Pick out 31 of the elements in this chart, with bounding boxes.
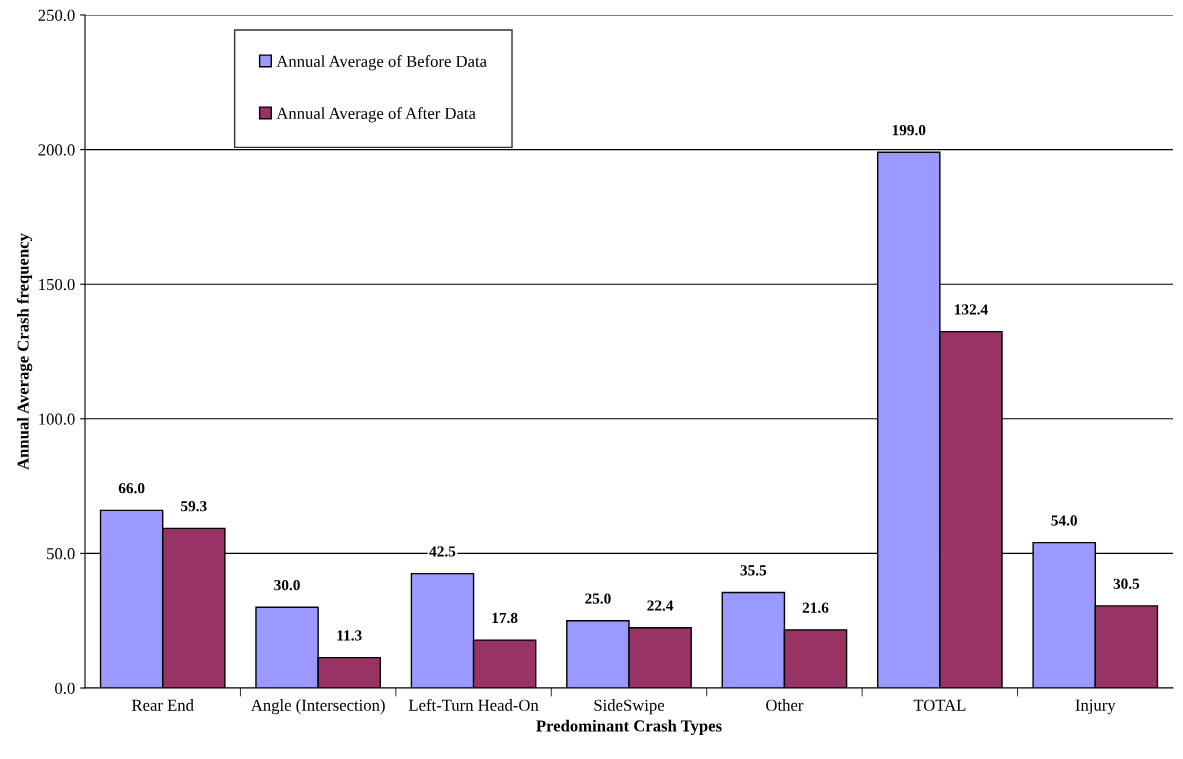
data-label: 25.0 — [585, 593, 611, 604]
data-label: 22.4 — [647, 600, 674, 611]
y-axis-title: Annual Average Crash frequency — [16, 233, 33, 470]
data-label: 30.5 — [1113, 578, 1140, 589]
data-label: 42.5 — [429, 546, 456, 557]
y-tick-label: 250.0 — [38, 9, 75, 22]
data-label: 199.0 — [892, 124, 926, 136]
legend-label: Annual Average of Before Data — [276, 55, 487, 71]
data-label: 35.5 — [740, 565, 767, 576]
legend-label: Annual Average of After Data — [276, 107, 476, 123]
x-tick-label: SideSwipe — [594, 699, 665, 715]
data-label: 30.0 — [274, 579, 300, 591]
data-label: 17.8 — [492, 612, 518, 624]
y-tick-label: 150.0 — [39, 278, 75, 291]
data-label: 21.6 — [802, 602, 829, 613]
y-tick-label: 0.0 — [55, 682, 75, 695]
data-label: 54.0 — [1051, 515, 1077, 526]
data-label: 66.0 — [118, 483, 145, 494]
data-label: 11.3 — [337, 630, 362, 641]
x-tick-label: TOTAL — [913, 699, 966, 711]
x-tick-label: Rear End — [131, 699, 194, 711]
data-label: 59.3 — [181, 501, 207, 512]
x-tick-label: Other — [766, 699, 804, 711]
y-tick-label: 100.0 — [39, 413, 75, 425]
x-tick-label: Left-Turn Head-On — [408, 698, 539, 711]
data-label: 132.4 — [954, 304, 988, 315]
x-tick-label: Injury — [1075, 699, 1116, 715]
x-tick-label: Angle (Intersection) — [250, 699, 385, 715]
x-axis-title: Predominant Crash Types — [536, 719, 722, 735]
y-tick-label: 200.0 — [38, 144, 75, 156]
y-tick-label: 50.0 — [47, 548, 75, 560]
